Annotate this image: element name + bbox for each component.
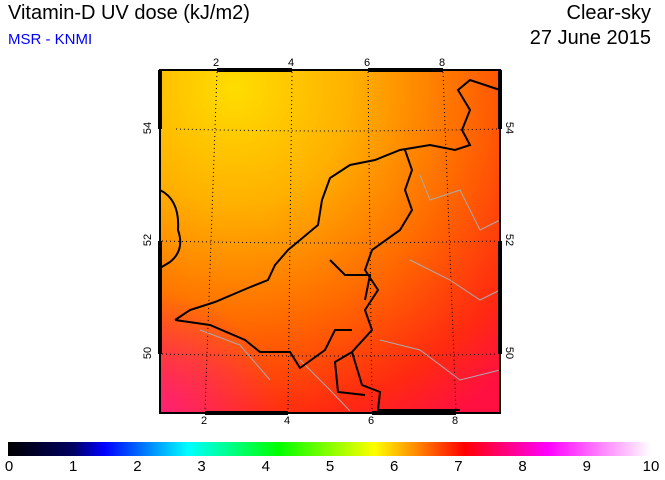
lon-tick-top: 2 [213,57,220,69]
colorbar-label: 10 [642,458,660,475]
lat-tick-left: 52 [142,233,155,247]
colorbar-label: 6 [390,458,399,475]
condition-label: Clear-sky [566,2,651,24]
graticule [161,71,499,412]
lon-tick-bottom: 6 [368,415,375,427]
colorbar-label: 7 [454,458,463,475]
lat-tick-left: 54 [142,121,155,135]
lat-tick-right: 54 [503,121,516,135]
lat-tick-right: 52 [503,233,516,247]
lon-tick-bottom: 2 [201,415,208,427]
lat-tick-left: 50 [142,346,155,360]
lon-tick-bottom: 4 [284,415,291,427]
country-borders [199,174,501,412]
lon-tick-top: 8 [439,57,446,69]
colorbar-label: 2 [133,458,142,475]
lon-tick-top: 4 [288,57,295,69]
coastline [159,78,501,411]
colorbar-label: 1 [69,458,78,475]
source-label: MSR - KNMI [8,31,93,48]
colorbar-label: 3 [197,458,206,475]
colorbar-label: 4 [261,458,270,475]
colorbar-label: 9 [582,458,591,475]
colorbar-label: 8 [518,458,527,475]
frame-scale-bars [158,68,502,415]
lon-tick-top: 6 [364,57,371,69]
colorbar-label: 5 [325,458,335,475]
date-label: 27 June 2015 [529,27,651,49]
lon-tick-bottom: 8 [452,415,459,427]
colorbar-label: 0 [4,458,14,475]
lat-tick-right: 50 [503,346,516,360]
map-title: Vitamin-D UV dose (kJ/m2) [8,2,250,24]
colorbar [8,442,651,456]
